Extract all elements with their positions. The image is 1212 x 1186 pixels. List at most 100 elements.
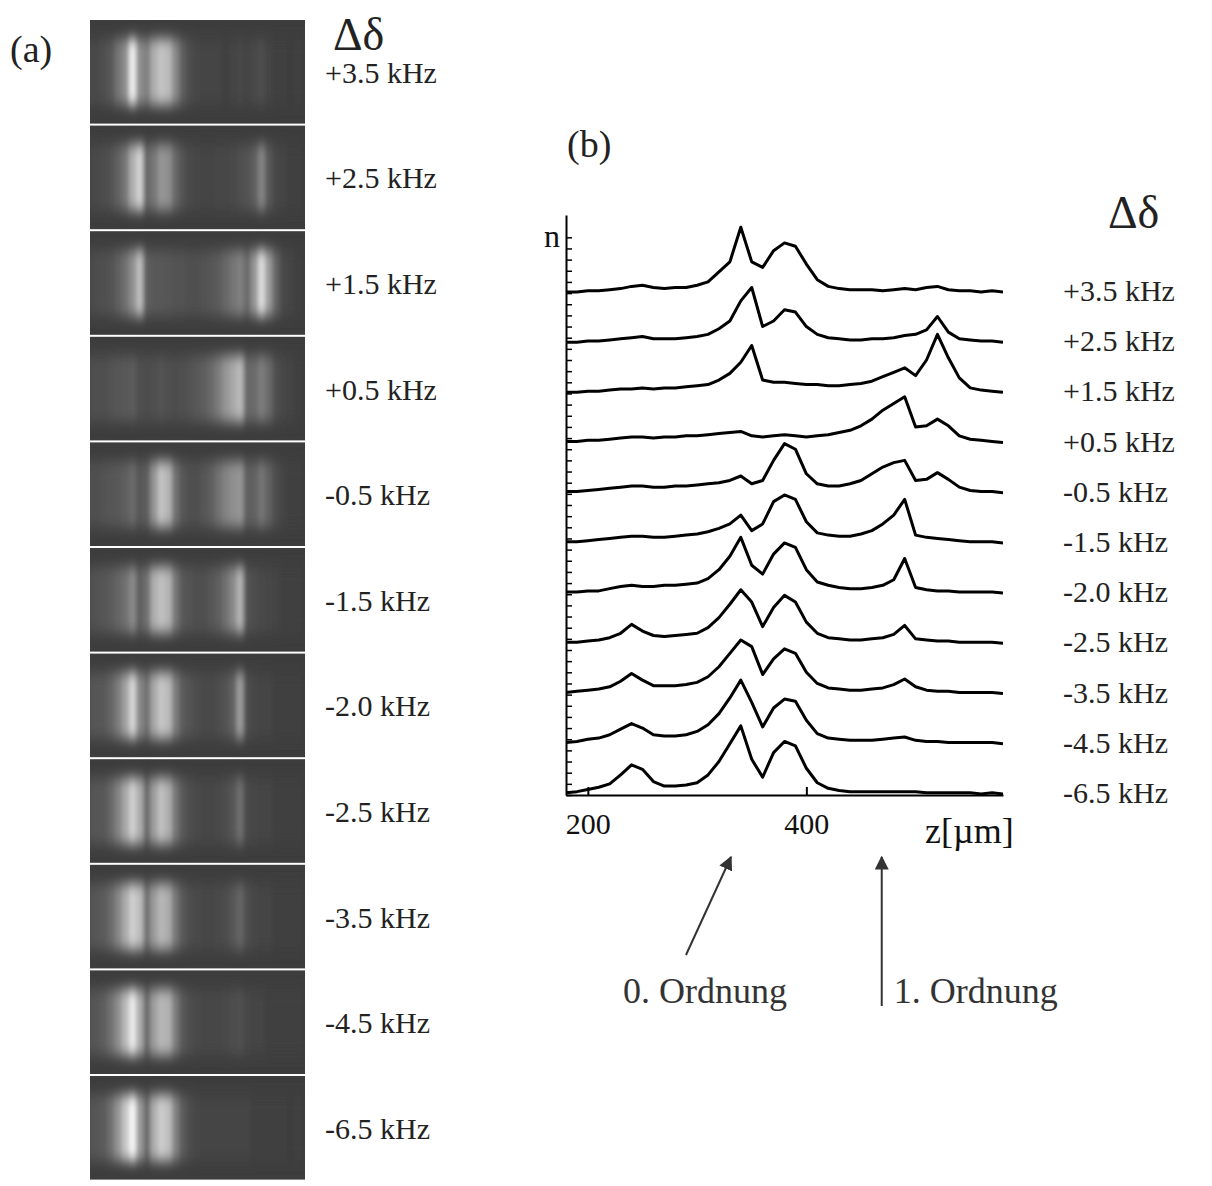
image-strip [107,250,115,316]
image-background [90,548,305,652]
image-strip [158,355,166,421]
image-strip [165,39,173,105]
image-strip [136,567,144,633]
image-strip [136,250,144,316]
image-strip [301,39,305,105]
y-tick [566,371,572,372]
image-strip [272,567,280,633]
image-strip [258,1095,266,1161]
image-strip [143,39,151,105]
image-strip [179,355,187,421]
image-strip [279,989,287,1055]
image-strip [143,567,151,633]
image-strip [215,778,223,844]
image-strip [301,461,305,527]
image-strip [122,989,130,1055]
image-strip [294,461,302,527]
image-strip [287,144,295,210]
image-strip [129,250,137,316]
y-tick [566,405,572,406]
image-strip [107,39,115,105]
image-strip [287,883,295,949]
image-strip [100,1095,108,1161]
y-tick [566,438,572,439]
image-strip [208,1095,216,1161]
y-tick-mark [566,494,572,496]
y-tick [566,583,572,584]
y-tick [566,550,572,551]
y-tick-mark [566,605,572,607]
image-strip [301,778,305,844]
image-strip [236,39,244,105]
y-tick [566,706,572,707]
y-tick-mark [566,482,572,484]
image-strip [244,39,252,105]
x-tick-mark [806,787,808,795]
image-strip [301,567,305,633]
image-strip [272,1095,280,1161]
y-tick-mark [566,650,572,652]
image-strip [279,883,287,949]
image-strip [93,883,101,949]
legend-entry: -4.5 kHz [1063,726,1168,759]
image-strip [165,778,173,844]
profile-line [566,590,1003,644]
image-strip [244,989,252,1055]
y-tick-mark [566,393,572,395]
x-axis-title: z[µm] [925,811,1014,851]
image-strip [136,39,144,105]
profile-line [566,640,1003,694]
image-background [90,1076,305,1180]
image-strip [93,250,101,316]
image-strip [143,1095,151,1161]
image-strip [136,989,144,1055]
image-strip [201,989,209,1055]
image-strip [236,672,244,738]
image-strip [258,461,266,527]
image-strip [143,144,151,210]
y-tick [566,527,572,528]
y-tick [566,327,572,328]
image-strip [179,39,187,105]
image-strip [193,355,201,421]
image-strip [93,1095,101,1161]
image-strip [172,989,180,1055]
image-strip [251,39,259,105]
image-strip [301,672,305,738]
image-strip [143,883,151,949]
image-strip [215,250,223,316]
y-tick [566,795,572,796]
y-tick [566,773,572,774]
image-strip [193,250,201,316]
image-strip [251,883,259,949]
image-strip [244,778,252,844]
image-background [90,442,305,546]
x-tick: 400 [784,787,829,840]
image-strip [150,39,158,105]
image-label: -6.5 kHz [325,1112,430,1145]
image-strip [236,989,244,1055]
image-strip [165,672,173,738]
image-strip [143,355,151,421]
image-strip [265,250,273,316]
image-strip [229,461,237,527]
image-strip [122,355,130,421]
x-tick: 200 [566,787,611,840]
image-label: -0.5 kHz [325,478,430,511]
y-tick-mark [566,772,572,774]
image-strip [222,778,230,844]
image-strip [258,567,266,633]
image-strip [265,989,273,1055]
image-strip [165,567,173,633]
image-strip [222,567,230,633]
annotation-arrow [881,857,883,1006]
image-strip [193,778,201,844]
image-strip [107,672,115,738]
image-strip [122,778,130,844]
image-strip [179,144,187,210]
y-tick [566,271,572,272]
image-strip [186,1095,194,1161]
image-strip [279,355,287,421]
y-tick-mark [566,717,572,719]
image-label: -1.5 kHz [325,584,430,617]
